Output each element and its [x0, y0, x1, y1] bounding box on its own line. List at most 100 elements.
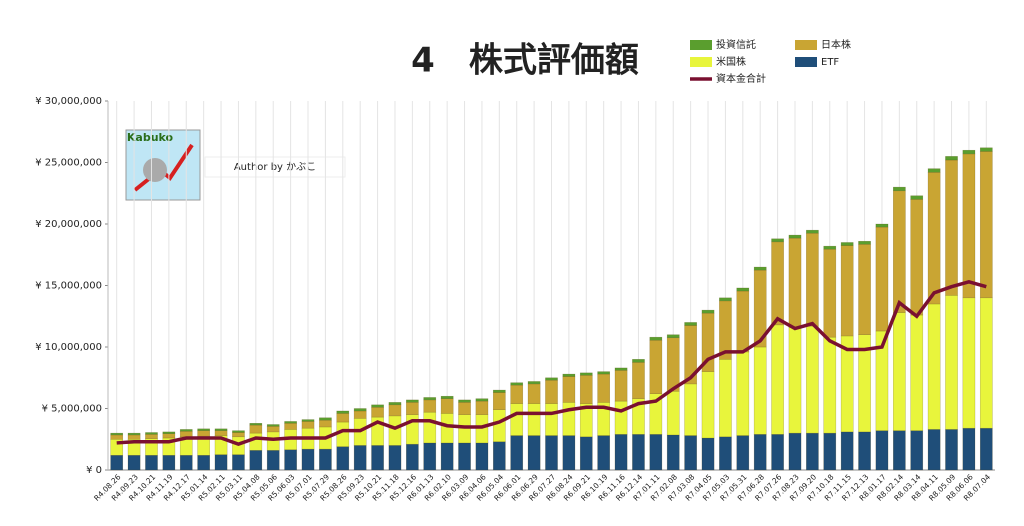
bar-segment: [614, 400, 628, 435]
bar-segment: [701, 371, 715, 439]
bar-segment: [666, 337, 680, 392]
legend-swatch: [690, 40, 712, 50]
bar-segment: [684, 435, 697, 471]
y-tick-label: ¥ 0: [86, 465, 102, 476]
bar-segment: [266, 426, 280, 433]
bar-segment: [179, 454, 193, 471]
bar-segment: [545, 435, 558, 471]
legend-label: ETF: [821, 57, 839, 68]
bar-segment: [840, 242, 854, 246]
bar-segment: [510, 382, 524, 386]
author: Author by かぶこ: [234, 161, 316, 173]
bar-segment: [893, 190, 906, 313]
bar-segment: [492, 392, 506, 410]
bar-segment: [632, 359, 645, 363]
bar-segment: [475, 442, 489, 471]
bar-segment: [788, 327, 802, 434]
y-tick-label: ¥ 10,000,000: [35, 342, 102, 353]
y-tick-label: ¥ 30,000,000: [35, 96, 102, 107]
bar-segment: [719, 359, 732, 438]
bar-segment: [579, 375, 593, 404]
bar-segment: [945, 159, 958, 296]
bar-segment: [197, 428, 210, 431]
bar-segment: [927, 429, 941, 471]
bar-segment: [110, 432, 124, 436]
bar-segment: [475, 400, 489, 415]
bar-segment: [719, 297, 732, 302]
logo-text: Kabuko: [127, 131, 174, 144]
bar-segment: [301, 448, 315, 471]
bar-segment: [127, 434, 141, 440]
logo-cat: [143, 158, 167, 182]
bar-segment: [736, 435, 750, 471]
bar-segment: [232, 432, 245, 438]
y-tick-label: ¥ 15,000,000: [35, 281, 102, 292]
bar-segment: [545, 377, 558, 381]
legend-label: 投資信託: [716, 38, 756, 51]
bar-segment: [962, 149, 976, 155]
bar-segment: [406, 443, 419, 471]
bar-segment: [840, 431, 854, 471]
bar-segment: [458, 414, 471, 444]
bar-segment: [719, 436, 732, 471]
bar-segment: [406, 402, 419, 415]
bar-segment: [336, 446, 350, 471]
bar-segment: [545, 403, 558, 436]
bar-segment: [962, 297, 976, 429]
bar-segment: [562, 376, 576, 403]
bar-segment: [840, 245, 854, 337]
bar-segment: [736, 290, 750, 353]
bar-segment: [214, 430, 228, 436]
bar-segment: [162, 431, 176, 434]
bar-segment: [771, 241, 784, 326]
bar-segment: [510, 435, 524, 471]
bar-segment: [319, 417, 332, 421]
bar-segment: [858, 240, 871, 245]
bar-segment: [632, 434, 645, 471]
bar-segment: [527, 383, 541, 404]
bar-segment: [771, 434, 784, 471]
bar-segment: [145, 432, 158, 435]
chart-title: 4 株式評価額: [411, 41, 639, 81]
bar-segment: [458, 402, 471, 415]
bar-segment: [806, 432, 819, 471]
bar-segment: [475, 414, 489, 444]
bar-segment: [423, 397, 437, 401]
bar-segment: [597, 371, 611, 375]
bar-segment: [753, 266, 767, 271]
bar-segment: [249, 450, 263, 471]
bar-segment: [945, 429, 958, 471]
bar-segment: [406, 399, 419, 403]
bar-segment: [684, 322, 697, 326]
legend-label: 資本金合計: [716, 72, 766, 85]
bar-segment: [336, 410, 350, 414]
bar-segment: [284, 423, 297, 430]
bar-segment: [875, 430, 889, 471]
bar-segment: [145, 454, 158, 471]
bar-segment: [458, 442, 471, 471]
bar-segment: [788, 432, 802, 471]
bar-segment: [823, 248, 837, 338]
y-tick-label: ¥ 20,000,000: [35, 219, 102, 230]
line-series: [116, 279, 987, 447]
bar-segment: [771, 324, 784, 435]
bar-segment: [440, 413, 454, 444]
bar-segment: [371, 407, 384, 418]
bar-segment: [388, 415, 402, 446]
bar-segment: [597, 435, 611, 471]
bar-segment: [614, 434, 628, 471]
bar-segment: [127, 454, 141, 471]
y-tick-label: ¥ 5,000,000: [42, 404, 102, 415]
bar-segment: [614, 370, 628, 402]
bar-segment: [788, 234, 802, 239]
bar-segment: [945, 295, 958, 430]
bar-segment: [893, 430, 906, 471]
bar-segment: [666, 434, 680, 471]
bar-segment: [823, 432, 837, 471]
bar-segment: [945, 156, 958, 161]
bar-segment: [649, 434, 663, 471]
bar-segment: [510, 403, 524, 436]
bar-segment: [910, 195, 924, 200]
